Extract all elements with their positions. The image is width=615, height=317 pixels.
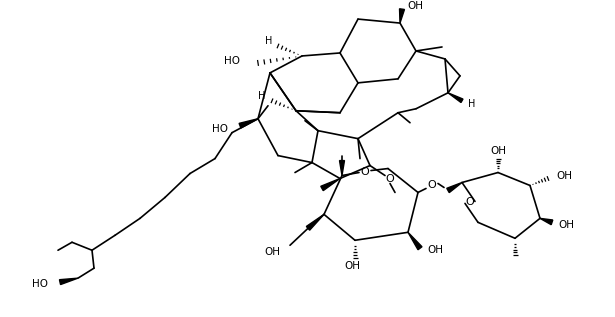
Text: OH: OH — [556, 171, 572, 180]
Text: O: O — [466, 197, 474, 207]
Text: OH: OH — [427, 245, 443, 255]
Polygon shape — [540, 218, 553, 225]
Text: O: O — [386, 173, 394, 184]
Text: OH: OH — [490, 146, 506, 156]
Polygon shape — [321, 178, 340, 191]
Polygon shape — [60, 278, 78, 285]
Polygon shape — [400, 9, 405, 23]
Polygon shape — [306, 214, 324, 230]
Text: HO: HO — [224, 56, 240, 66]
Text: OH: OH — [558, 220, 574, 230]
Text: OH: OH — [264, 247, 280, 257]
Text: OH: OH — [344, 261, 360, 271]
Text: OH: OH — [407, 1, 423, 11]
Text: HO: HO — [32, 279, 48, 289]
Text: H: H — [264, 36, 272, 46]
Polygon shape — [339, 161, 344, 176]
Text: H: H — [468, 99, 475, 109]
Polygon shape — [239, 119, 258, 128]
Text: HO: HO — [212, 124, 228, 134]
Text: O: O — [427, 180, 437, 191]
Polygon shape — [448, 93, 463, 102]
Text: O: O — [360, 166, 370, 177]
Polygon shape — [446, 183, 462, 193]
Text: H: H — [258, 91, 265, 101]
Polygon shape — [408, 232, 422, 250]
